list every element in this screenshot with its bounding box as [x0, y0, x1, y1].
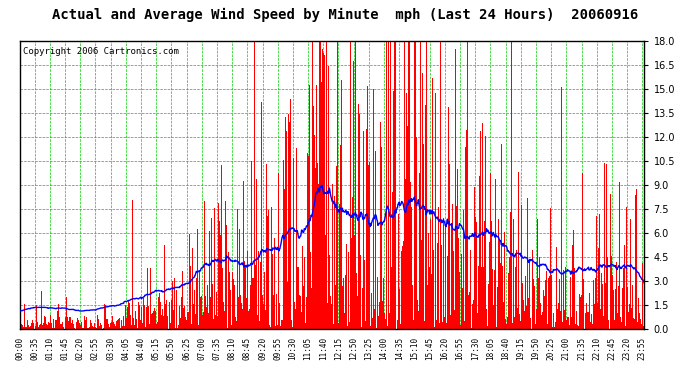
Text: Copyright 2006 Cartronics.com: Copyright 2006 Cartronics.com [23, 47, 179, 56]
Text: Actual and Average Wind Speed by Minute  mph (Last 24 Hours)  20060916: Actual and Average Wind Speed by Minute … [52, 8, 638, 22]
